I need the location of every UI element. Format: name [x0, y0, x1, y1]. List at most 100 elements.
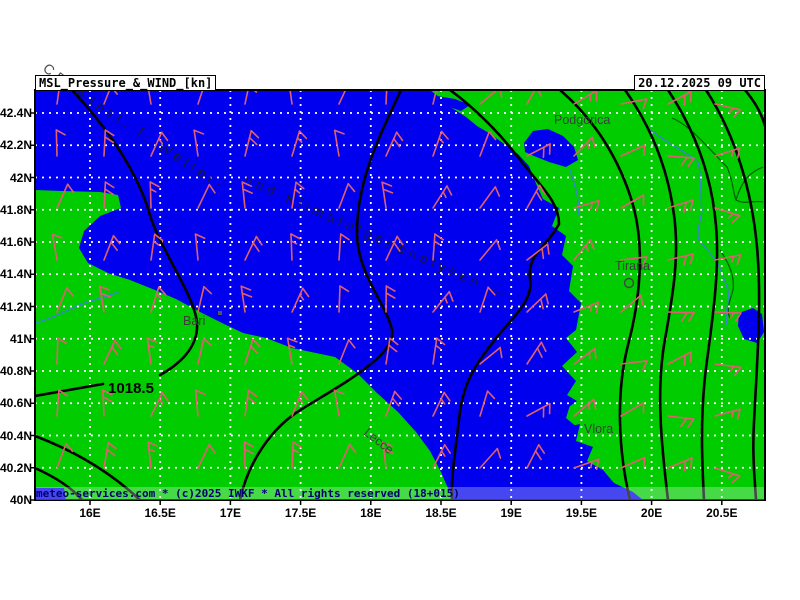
- isobar-line: [623, 90, 678, 500]
- wind-barb: [526, 243, 550, 261]
- lat-label: 40.4N: [0, 428, 33, 443]
- wind-barb: [150, 233, 164, 261]
- wind-barb: [573, 301, 599, 314]
- wind-barb: [194, 389, 206, 417]
- wind-barb: [146, 337, 158, 365]
- wind-barb: [526, 90, 546, 105]
- wind-barb: [385, 90, 397, 105]
- wind-barb: [147, 441, 159, 469]
- wind-barb: [56, 90, 60, 105]
- wind-barb: [51, 233, 63, 261]
- wind-barb: [197, 285, 213, 313]
- isobar-line: [35, 466, 84, 500]
- wind-barb: [197, 90, 204, 105]
- wind-barb: [667, 155, 695, 168]
- lon-label: 20.5E: [706, 506, 738, 520]
- wind-barb: [291, 441, 303, 469]
- wind-barb: [432, 185, 453, 209]
- city-marker-icon: [623, 277, 635, 289]
- lat-label: 42N: [9, 170, 32, 185]
- city-label: Bari: [183, 314, 205, 328]
- isobar-line: [35, 382, 105, 398]
- wind-barb: [338, 285, 350, 313]
- wind-barb: [479, 286, 496, 313]
- wind-barb: [291, 130, 308, 157]
- wind-barb: [432, 290, 454, 313]
- wind-barb: [98, 285, 111, 313]
- wind-barb: [526, 143, 551, 159]
- wind-barb: [573, 458, 600, 471]
- wind-barb: [620, 294, 644, 313]
- wind-barb: [714, 207, 741, 224]
- wind-barb: [338, 443, 357, 469]
- lat-label: 41.8N: [0, 202, 33, 217]
- river-line: [35, 290, 121, 324]
- wind-barb: [56, 389, 69, 417]
- wind-barb: [291, 181, 305, 209]
- wind-barb: [620, 194, 645, 209]
- wind-barb: [667, 351, 692, 366]
- wind-barb: [149, 181, 160, 209]
- wind-barb: [197, 183, 216, 209]
- wind-barb: [194, 233, 206, 261]
- wind-barb: [526, 184, 546, 209]
- wind-barb: [150, 391, 169, 417]
- wind-barb: [290, 233, 301, 261]
- wind-barb: [432, 443, 451, 469]
- wind-barb: [432, 337, 446, 365]
- wind-barb: [432, 233, 444, 261]
- lake-or-bay: [524, 129, 578, 167]
- wind-barb: [714, 147, 741, 159]
- map-frame: [34, 89, 766, 501]
- wind-barb: [714, 254, 742, 266]
- wind-barb: [385, 337, 399, 365]
- wind-barb: [333, 129, 345, 157]
- wind-barb: [244, 338, 261, 365]
- wind-barb: [338, 339, 356, 365]
- isobar-line: [448, 90, 561, 500]
- city-label: Vlora: [584, 422, 613, 436]
- city-label: Tirana: [615, 259, 650, 273]
- isobar-line: [666, 90, 719, 500]
- wind-barb: [244, 235, 263, 261]
- wind-barb: [620, 456, 646, 469]
- lat-label: 41.6N: [0, 235, 33, 249]
- wind-barb: [667, 199, 694, 213]
- wind-barb: [286, 337, 298, 365]
- lat-label: 40N: [9, 493, 32, 507]
- wind-barb: [333, 389, 345, 417]
- wind-barb: [620, 98, 648, 110]
- wind-barb: [667, 457, 693, 472]
- wind-barb: [243, 441, 255, 469]
- wind-barb: [526, 341, 547, 365]
- map-layers: Inst. f. Wetter-und Klimafolgenanalysen …: [35, 90, 765, 500]
- wind-barb: [55, 129, 66, 157]
- isobar-value-label: 1018.5: [108, 380, 154, 397]
- wind-barb: [197, 337, 212, 365]
- lat-label: 40.2N: [0, 460, 33, 475]
- city-marker-icon: [218, 311, 222, 315]
- lon-label: 17E: [219, 506, 242, 520]
- wind-barb: [573, 199, 600, 212]
- wind-barb: [102, 389, 113, 417]
- wind-barb: [620, 360, 648, 371]
- wind-barb: [526, 444, 546, 469]
- wind-barb: [56, 183, 75, 209]
- lat-label: 40.8N: [0, 364, 33, 378]
- wind-barb: [150, 131, 169, 157]
- wind-barb: [103, 129, 115, 157]
- wind-barb: [526, 293, 549, 313]
- wind-barb: [479, 239, 501, 261]
- wind-barb: [382, 441, 394, 469]
- wind-barb: [291, 391, 309, 417]
- wind-barb: [385, 131, 404, 157]
- wind-barb: [56, 337, 68, 365]
- wind-barb: [714, 467, 741, 484]
- wind-barb: [667, 90, 692, 106]
- wind-barb: [244, 389, 258, 417]
- wind-barb: [103, 339, 122, 365]
- lat-label: 40.6N: [0, 396, 33, 411]
- lat-label: 41N: [9, 331, 32, 346]
- land-italy: [35, 190, 453, 500]
